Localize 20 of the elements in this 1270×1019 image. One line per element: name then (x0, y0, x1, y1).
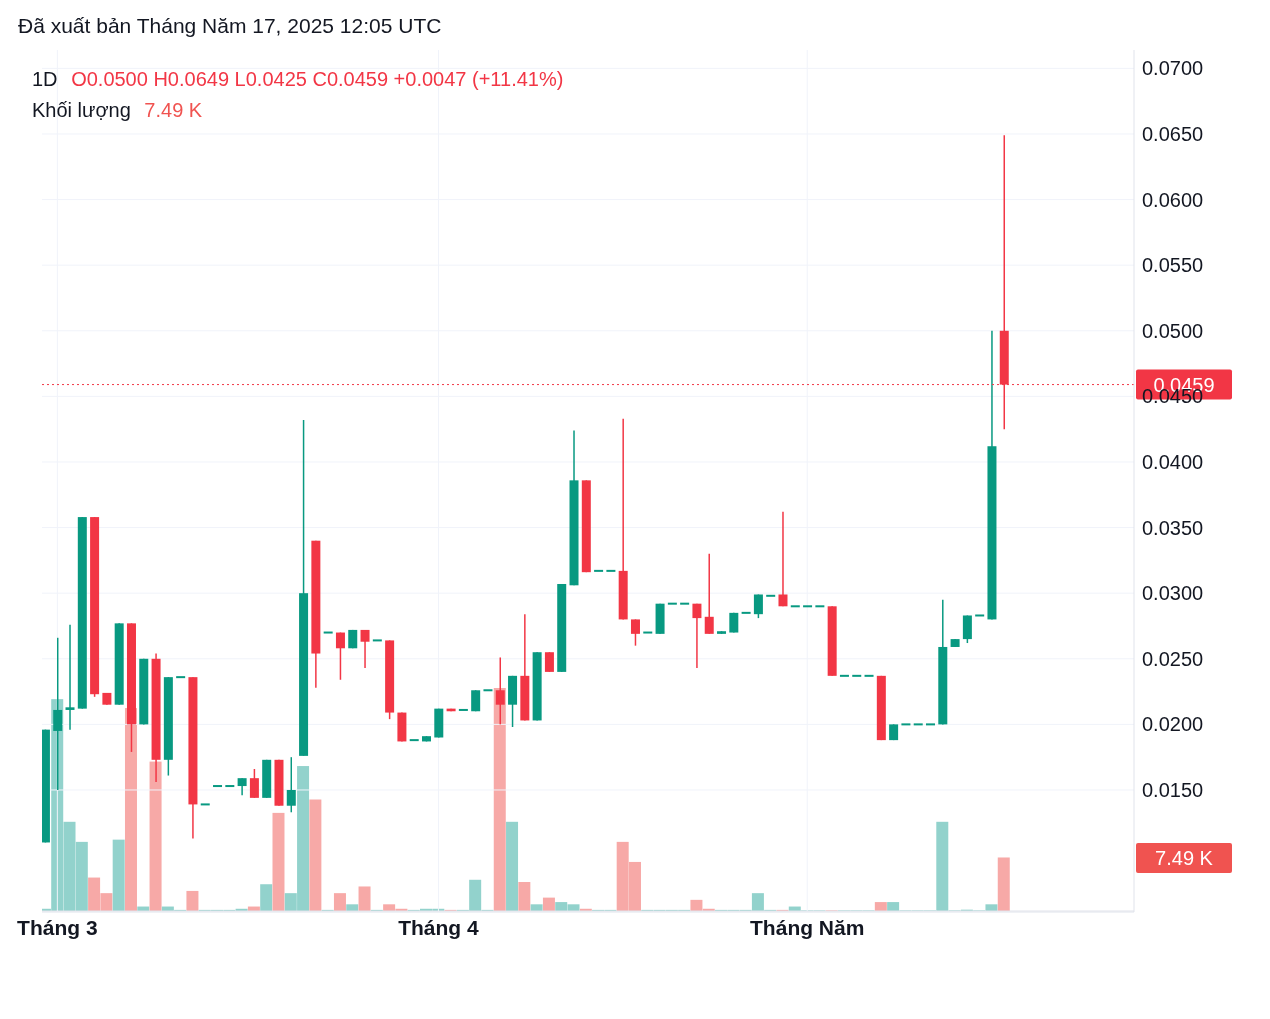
y-tick-label: 0.0550 (1142, 254, 1204, 277)
y-tick-label: 0.0700 (1142, 57, 1204, 80)
y-tick-label: 0.0250 (1142, 647, 1204, 670)
y-tick-label: 0.0150 (1142, 779, 1204, 802)
y-tick-label: 0.0600 (1142, 188, 1204, 211)
y-tick-label: 0.0400 (1142, 451, 1204, 474)
y-tick-label: 0.0350 (1142, 516, 1204, 539)
y-tick-label: 0.0200 (1142, 713, 1204, 736)
annotation: 7.49 K (144, 99, 203, 121)
y-tick-label: 0.0500 (1142, 319, 1204, 342)
x-tick-label: Tháng Năm (750, 915, 865, 939)
annotation: Khối lượng (32, 99, 131, 121)
x-tick-label: Tháng 3 (17, 915, 98, 939)
text: 7.49 K (1136, 843, 1232, 874)
x-tick-label: Tháng 4 (398, 915, 480, 939)
annotation: O0.0500 H0.0649 L0.0425 C0.0459 +0.0047 (+11.41%) (71, 68, 564, 90)
text: Đã xuất bản Tháng Năm 17, 2025 12:05 UTC (18, 14, 442, 38)
y-tick-label: 0.0650 (1142, 123, 1204, 146)
text: 1D (32, 68, 58, 90)
y-tick-label: 0.0300 (1142, 582, 1204, 605)
